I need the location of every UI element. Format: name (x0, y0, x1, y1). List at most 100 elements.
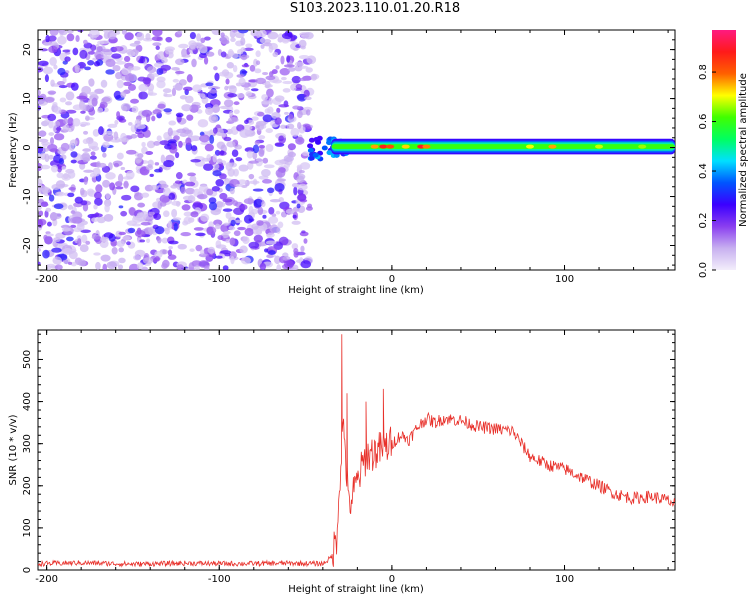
noise-blob (157, 103, 166, 109)
noise-blob (173, 135, 180, 141)
noise-blob (274, 142, 283, 146)
transition-blob (326, 140, 333, 146)
noise-blob (116, 111, 121, 118)
noise-blob (145, 33, 151, 41)
noise-blob (128, 263, 140, 270)
snr-plot: -200 -100 0 100 0 100 200 300 400 500 Height of s… (8, 329, 676, 595)
noise-blob (57, 67, 66, 76)
noise-blob (254, 140, 260, 146)
noise-blob (267, 232, 275, 238)
noise-blob (280, 55, 285, 65)
signal-hotspot (379, 144, 388, 149)
noise-blob (248, 180, 260, 185)
noise-blob (255, 157, 264, 167)
noise-blob (271, 111, 281, 119)
noise-blob (178, 43, 189, 49)
noise-blob (106, 261, 118, 270)
noise-blob (175, 172, 183, 180)
noise-blob (300, 260, 312, 269)
noise-blob (205, 82, 214, 87)
noise-blob (233, 109, 240, 115)
noise-blob (99, 239, 109, 249)
noise-blob (38, 90, 41, 96)
noise-blob (172, 85, 178, 89)
noise-blob (297, 183, 308, 191)
noise-blob (298, 170, 305, 174)
noise-blob (145, 113, 151, 123)
noise-blob (244, 129, 254, 134)
noise-blob (290, 127, 300, 137)
noise-blob (291, 75, 301, 84)
noise-blob (79, 49, 88, 59)
noise-blob (274, 117, 282, 125)
noise-blob (186, 114, 194, 121)
noise-blob (263, 164, 275, 169)
noise-blob (213, 66, 218, 71)
noise-blob (303, 89, 310, 98)
noise-blob (89, 91, 98, 96)
noise-blob (161, 263, 168, 270)
noise-blob (198, 253, 209, 258)
noise-blob (237, 226, 246, 231)
noise-blob (145, 150, 154, 155)
transition-blob (307, 143, 314, 149)
signal-hotspot (548, 144, 557, 149)
noise-blob (241, 64, 250, 68)
noise-blob (88, 108, 96, 116)
noise-blob (171, 208, 178, 218)
colorbar-tick-label: 0.8 (698, 64, 709, 80)
noise-blob (142, 77, 152, 85)
chart-title: S103.2023.110.01.20.R18 (289, 1, 461, 16)
noise-blob (116, 152, 124, 160)
noise-blob (151, 73, 160, 77)
noise-blob (290, 83, 297, 91)
noise-blob (305, 109, 311, 116)
colorbar-tick-label: 0.2 (698, 213, 709, 229)
noise-blob (117, 173, 124, 183)
noise-blob (291, 220, 301, 225)
noise-blob (265, 143, 274, 153)
noise-blob (121, 30, 128, 35)
noise-blob (76, 222, 85, 231)
noise-blob (89, 172, 97, 178)
noise-blob (97, 107, 104, 114)
noise-blob (258, 144, 266, 149)
noise-blob (304, 96, 312, 101)
noise-blob (203, 56, 209, 65)
noise-blob (152, 30, 163, 37)
noise-blob (80, 229, 91, 233)
noise-blob (181, 104, 192, 112)
noise-blob (82, 148, 92, 152)
noise-blob (44, 153, 50, 163)
x-tick-label: -200 (35, 574, 58, 585)
noise-blob (174, 180, 182, 184)
noise-blob (48, 154, 54, 160)
noise-blob (88, 50, 95, 55)
noise-blob (65, 101, 73, 106)
noise-blob (274, 95, 285, 102)
noise-blob (181, 204, 191, 211)
noise-blob (100, 48, 112, 53)
noise-blob (298, 65, 309, 69)
noise-blob (215, 179, 225, 187)
noise-blob (44, 210, 49, 218)
signal-hotspot (386, 144, 395, 149)
noise-blob (180, 231, 192, 237)
noise-blob (102, 179, 111, 188)
y-tick-label: 20 (22, 43, 33, 56)
noise-blob (136, 31, 145, 41)
noise-blob (185, 137, 192, 145)
noise-blob (131, 105, 139, 113)
noise-blob (262, 214, 267, 219)
noise-blob (193, 227, 205, 231)
noise-blob (70, 139, 78, 146)
noise-blob (38, 185, 49, 195)
noise-blob (67, 117, 74, 126)
noise-blob (148, 211, 156, 216)
noise-blob (133, 254, 142, 261)
noise-blob (115, 60, 126, 65)
noise-blob (70, 224, 77, 228)
noise-blob (39, 164, 51, 170)
noise-blob (67, 204, 74, 210)
noise-blob (249, 64, 256, 72)
